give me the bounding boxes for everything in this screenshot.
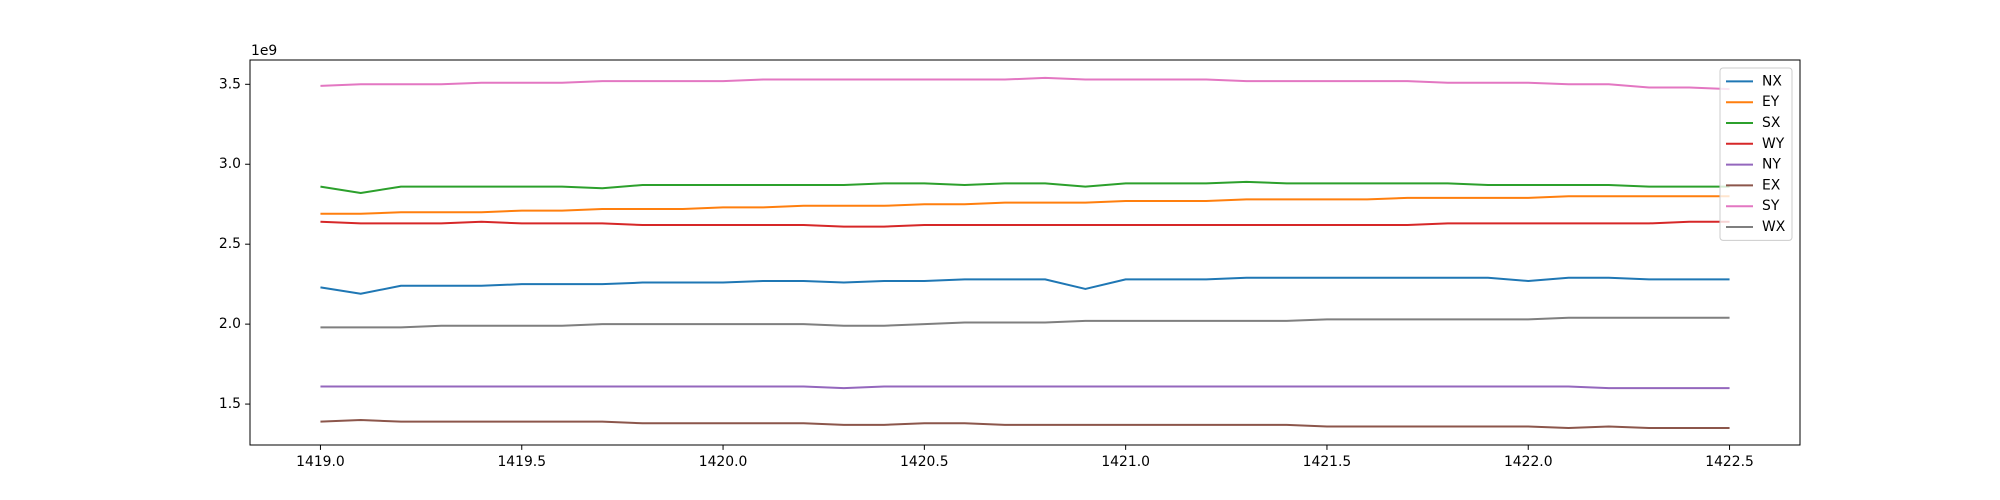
legend-label: WY	[1762, 136, 1785, 152]
line-series	[320, 195, 1730, 215]
line-series	[320, 180, 1730, 195]
y-tick-label: 1.5	[219, 396, 241, 412]
x-tick-label: 1421.5	[1303, 454, 1352, 470]
legend-label: EY	[1762, 94, 1780, 110]
y-tick-label: 3.5	[219, 76, 241, 92]
legend-box	[1719, 67, 1793, 241]
axes-frame	[249, 59, 1801, 446]
legend-label: EX	[1762, 177, 1781, 193]
line-series	[320, 385, 1730, 390]
offset-label: 1e9	[251, 43, 277, 59]
line-series	[320, 76, 1730, 91]
y-tick-label: 2.5	[219, 236, 241, 252]
line-series	[320, 419, 1730, 430]
y-tick-label: 3.0	[219, 156, 241, 172]
legend-label: NX	[1762, 73, 1782, 89]
y-tick-label: 2.0	[219, 316, 241, 332]
legend-label: SX	[1762, 115, 1781, 131]
legend-label: NY	[1762, 157, 1781, 173]
x-tick-label: 1420.5	[900, 454, 949, 470]
legend-label: SY	[1762, 198, 1780, 214]
x-tick-label: 1421.0	[1101, 454, 1150, 470]
x-tick-label: 1419.0	[296, 454, 345, 470]
line-series	[320, 276, 1730, 295]
x-tick-label: 1419.5	[497, 454, 546, 470]
x-tick-label: 1420.0	[699, 454, 748, 470]
x-tick-label: 1422.0	[1504, 454, 1553, 470]
line-series	[320, 220, 1730, 228]
legend-label: WX	[1762, 219, 1786, 235]
line-series	[320, 316, 1730, 329]
x-tick-label: 1422.5	[1705, 454, 1754, 470]
